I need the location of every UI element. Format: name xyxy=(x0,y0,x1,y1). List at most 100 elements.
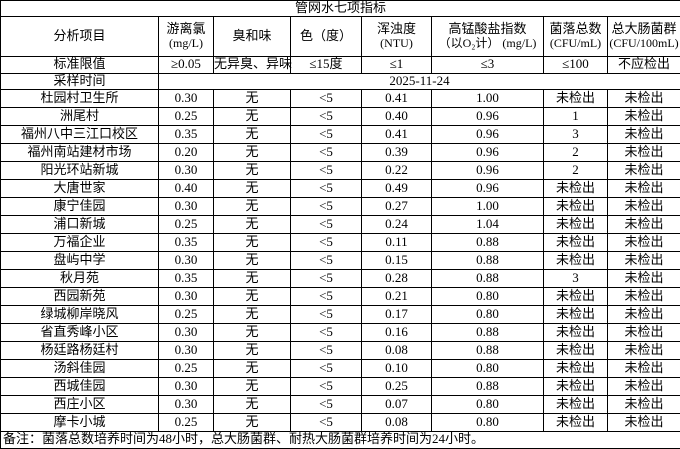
standard-limit-value-2: ≤15度 xyxy=(291,56,362,73)
sample-value-6: 未检出 xyxy=(608,305,680,323)
sample-value-6: 未检出 xyxy=(608,143,680,161)
sample-site-name: 摩卡小城 xyxy=(1,413,159,431)
sample-value-1: 无 xyxy=(214,233,291,251)
sample-value-3: 0.40 xyxy=(362,107,432,125)
sample-value-1: 无 xyxy=(214,413,291,431)
sample-value-6: 未检出 xyxy=(608,107,680,125)
sample-value-1: 无 xyxy=(214,359,291,377)
sample-value-0: 0.30 xyxy=(159,197,214,215)
sample-value-0: 0.25 xyxy=(159,305,214,323)
column-header-0: 分析项目 xyxy=(1,16,159,56)
sample-value-3: 0.22 xyxy=(362,161,432,179)
sample-value-2: <5 xyxy=(291,341,362,359)
sample-value-1: 无 xyxy=(214,341,291,359)
sample-value-1: 无 xyxy=(214,197,291,215)
sampling-time-value: 2025-11-24 xyxy=(159,73,680,89)
standard-limit-value-0: ≥0.05 xyxy=(159,56,214,73)
sample-value-1: 无 xyxy=(214,323,291,341)
sample-value-0: 0.25 xyxy=(159,107,214,125)
sample-value-6: 未检出 xyxy=(608,287,680,305)
column-header-label: 分析项目 xyxy=(1,29,158,44)
sample-site-name: 汤斜佳园 xyxy=(1,359,159,377)
sample-value-5: 未检出 xyxy=(544,179,608,197)
table-title: 管网水七项指标 xyxy=(1,1,680,17)
sample-value-1: 无 xyxy=(214,161,291,179)
sample-value-2: <5 xyxy=(291,251,362,269)
sample-value-0: 0.25 xyxy=(159,215,214,233)
sample-value-3: 0.08 xyxy=(362,341,432,359)
sample-value-6: 未检出 xyxy=(608,197,680,215)
sample-value-3: 0.41 xyxy=(362,125,432,143)
sample-value-2: <5 xyxy=(291,143,362,161)
sample-value-4: 0.88 xyxy=(432,341,544,359)
standard-limit-value-3: ≤1 xyxy=(362,56,432,73)
sample-value-4: 0.80 xyxy=(432,359,544,377)
sample-value-3: 0.07 xyxy=(362,395,432,413)
column-header-label: 色（度） xyxy=(291,29,361,44)
column-header-2: 臭和味 xyxy=(214,16,291,56)
sample-value-4: 0.80 xyxy=(432,395,544,413)
sample-value-0: 0.30 xyxy=(159,341,214,359)
sample-value-4: 0.88 xyxy=(432,251,544,269)
sample-value-5: 2 xyxy=(544,143,608,161)
sample-value-3: 0.49 xyxy=(362,179,432,197)
sample-site-name: 西园新苑 xyxy=(1,287,159,305)
sample-value-0: 0.40 xyxy=(159,179,214,197)
sample-value-4: 1.00 xyxy=(432,89,544,107)
sample-value-1: 无 xyxy=(214,107,291,125)
sample-value-5: 未检出 xyxy=(544,377,608,395)
sample-value-4: 1.00 xyxy=(432,197,544,215)
column-header-label: 游离氯 xyxy=(159,22,213,37)
sample-value-6: 未检出 xyxy=(608,179,680,197)
sample-value-3: 0.11 xyxy=(362,233,432,251)
column-header-unit: （以O₂计） (mg/L) xyxy=(432,37,543,50)
column-header-7: 总大肠菌群(CFU/100mL) xyxy=(608,16,680,56)
sample-value-2: <5 xyxy=(291,89,362,107)
sample-value-3: 0.08 xyxy=(362,413,432,431)
column-header-label: 浑浊度 xyxy=(362,22,431,37)
sample-value-3: 0.17 xyxy=(362,305,432,323)
sample-site-name: 杨廷路杨廷村 xyxy=(1,341,159,359)
sample-value-1: 无 xyxy=(214,143,291,161)
sample-value-5: 未检出 xyxy=(544,413,608,431)
column-header-label: 臭和味 xyxy=(214,29,290,44)
sample-value-0: 0.30 xyxy=(159,395,214,413)
note-text: 备注：菌落总数培养时间为48小时，总大肠菌群、耐热大肠菌群培养时间为24小时。 xyxy=(1,431,680,448)
sample-value-6: 未检出 xyxy=(608,359,680,377)
sample-value-5: 3 xyxy=(544,125,608,143)
sample-site-name: 杜园村卫生所 xyxy=(1,89,159,107)
sample-value-3: 0.25 xyxy=(362,377,432,395)
sample-value-2: <5 xyxy=(291,305,362,323)
column-header-unit: (CFU/mL) xyxy=(544,37,607,50)
sample-value-5: 未检出 xyxy=(544,251,608,269)
sample-value-1: 无 xyxy=(214,395,291,413)
sample-value-5: 未检出 xyxy=(544,395,608,413)
sample-value-6: 未检出 xyxy=(608,341,680,359)
sample-value-1: 无 xyxy=(214,269,291,287)
sample-value-5: 3 xyxy=(544,269,608,287)
sample-site-name: 西城佳园 xyxy=(1,377,159,395)
sample-value-5: 未检出 xyxy=(544,233,608,251)
sample-value-2: <5 xyxy=(291,179,362,197)
sample-value-5: 未检出 xyxy=(544,341,608,359)
sample-value-0: 0.20 xyxy=(159,143,214,161)
sample-value-0: 0.35 xyxy=(159,269,214,287)
sampling-time-row: 采样时间 2025-11-24 xyxy=(1,73,680,89)
sample-value-0: 0.30 xyxy=(159,377,214,395)
sample-site-name: 盘屿中学 xyxy=(1,251,159,269)
sample-value-1: 无 xyxy=(214,287,291,305)
